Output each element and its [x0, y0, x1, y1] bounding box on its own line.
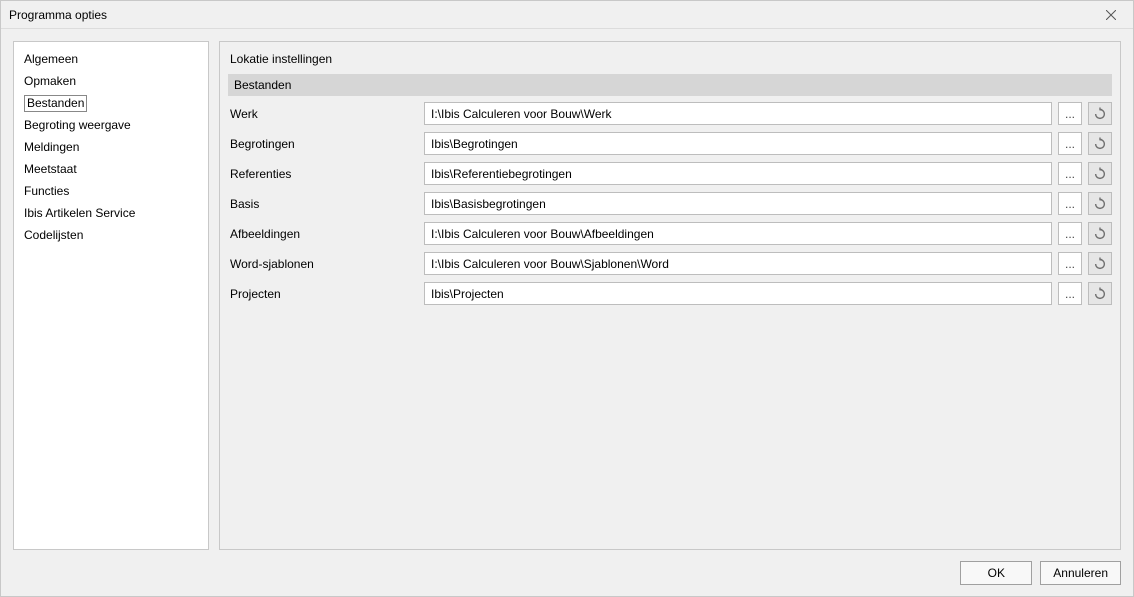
reset-button[interactable] [1088, 192, 1112, 215]
reset-button[interactable] [1088, 162, 1112, 185]
row-label: Referenties [228, 167, 418, 181]
main-panel: Lokatie instellingen Bestanden Werk...Be… [219, 41, 1121, 550]
undo-icon [1093, 137, 1107, 151]
dialog-footer: OK Annuleren [1, 550, 1133, 596]
row-label: Basis [228, 197, 418, 211]
setting-row-word-sjablonen: Word-sjablonen... [228, 252, 1112, 275]
browse-button[interactable]: ... [1058, 282, 1082, 305]
reset-button[interactable] [1088, 252, 1112, 275]
settings-rows: Werk...Begrotingen...Referenties...Basis… [228, 102, 1112, 305]
sidebar-item-meetstaat[interactable]: Meetstaat [14, 158, 208, 180]
undo-icon [1093, 197, 1107, 211]
close-icon [1106, 10, 1116, 20]
dialog-window: Programma opties Algemeen Opmaken Bestande… [0, 0, 1134, 597]
sidebar-item-functies[interactable]: Functies [14, 180, 208, 202]
titlebar: Programma opties [1, 1, 1133, 29]
cancel-button[interactable]: Annuleren [1040, 561, 1121, 585]
browse-button[interactable]: ... [1058, 162, 1082, 185]
path-input-word-sjablonen[interactable] [424, 252, 1052, 275]
row-label: Begrotingen [228, 137, 418, 151]
content-area: Algemeen Opmaken Bestanden Begroting weerga… [1, 29, 1133, 550]
path-input-werk[interactable] [424, 102, 1052, 125]
setting-row-begrotingen: Begrotingen... [228, 132, 1112, 155]
sidebar-item-label: Ibis Artikelen Service [24, 206, 135, 220]
setting-row-afbeeldingen: Afbeeldingen... [228, 222, 1112, 245]
path-input-begrotingen[interactable] [424, 132, 1052, 155]
close-button[interactable] [1089, 1, 1133, 29]
sidebar-item-codelijsten[interactable]: Codelijsten [14, 224, 208, 246]
setting-row-werk: Werk... [228, 102, 1112, 125]
row-label: Word-sjablonen [228, 257, 418, 271]
reset-button[interactable] [1088, 102, 1112, 125]
group-header: Bestanden [228, 74, 1112, 96]
reset-button[interactable] [1088, 132, 1112, 155]
row-label: Werk [228, 107, 418, 121]
path-input-basis[interactable] [424, 192, 1052, 215]
window-title: Programma opties [9, 8, 107, 22]
sidebar: Algemeen Opmaken Bestanden Begroting weerga… [13, 41, 209, 550]
setting-row-basis: Basis... [228, 192, 1112, 215]
setting-row-projecten: Projecten... [228, 282, 1112, 305]
sidebar-item-label: Begroting weergave [24, 118, 131, 132]
sidebar-item-label: Meetstaat [24, 162, 77, 176]
sidebar-item-label: Codelijsten [24, 228, 83, 242]
setting-row-referenties: Referenties... [228, 162, 1112, 185]
section-title: Lokatie instellingen [228, 48, 1112, 74]
path-input-afbeeldingen[interactable] [424, 222, 1052, 245]
reset-button[interactable] [1088, 282, 1112, 305]
row-label: Afbeeldingen [228, 227, 418, 241]
undo-icon [1093, 167, 1107, 181]
sidebar-item-bestanden[interactable]: Bestanden [14, 92, 208, 114]
undo-icon [1093, 227, 1107, 241]
path-input-projecten[interactable] [424, 282, 1052, 305]
browse-button[interactable]: ... [1058, 252, 1082, 275]
browse-button[interactable]: ... [1058, 132, 1082, 155]
ok-button[interactable]: OK [960, 561, 1032, 585]
reset-button[interactable] [1088, 222, 1112, 245]
sidebar-item-label: Bestanden [24, 95, 87, 112]
sidebar-item-label: Meldingen [24, 140, 79, 154]
row-label: Projecten [228, 287, 418, 301]
sidebar-item-label: Algemeen [24, 52, 78, 66]
sidebar-item-algemeen[interactable]: Algemeen [14, 48, 208, 70]
undo-icon [1093, 107, 1107, 121]
browse-button[interactable]: ... [1058, 102, 1082, 125]
sidebar-item-label: Opmaken [24, 74, 76, 88]
sidebar-item-meldingen[interactable]: Meldingen [14, 136, 208, 158]
sidebar-item-ibis-artikelen-service[interactable]: Ibis Artikelen Service [14, 202, 208, 224]
undo-icon [1093, 287, 1107, 301]
browse-button[interactable]: ... [1058, 192, 1082, 215]
sidebar-item-opmaken[interactable]: Opmaken [14, 70, 208, 92]
sidebar-item-label: Functies [24, 184, 69, 198]
sidebar-item-begroting-weergave[interactable]: Begroting weergave [14, 114, 208, 136]
undo-icon [1093, 257, 1107, 271]
browse-button[interactable]: ... [1058, 222, 1082, 245]
path-input-referenties[interactable] [424, 162, 1052, 185]
